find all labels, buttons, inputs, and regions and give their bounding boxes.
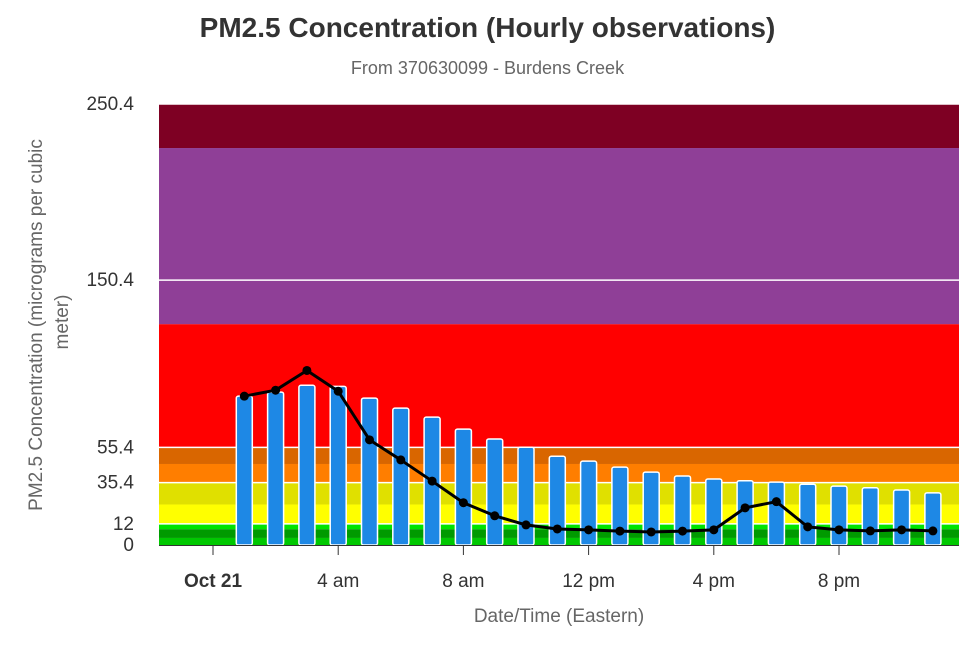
y-tick-label-5: 0 [123,535,134,556]
x-tick-label-3: 12 pm [562,571,615,592]
line-point-9 [490,511,500,521]
bar-18 [767,481,786,546]
y-tick-label-1: 150.4 [86,270,134,291]
aqi-band-8 [159,148,959,325]
line-point-8 [458,498,468,508]
line-point-18 [771,497,781,507]
bar-9 [485,438,504,546]
line-point-7 [427,476,437,486]
bar-1 [235,395,254,546]
line-point-22 [897,525,907,535]
line-point-17 [740,503,750,513]
bar-21 [861,487,880,546]
x-tick-label-0: Oct 21 [184,571,243,592]
line-point-11 [552,524,562,534]
chart-title: PM2.5 Concentration (Hourly observations… [199,12,776,43]
bar-23 [924,492,942,546]
axes: Oct 21 4 am 8 am 12 pm 4 pm 8 pm 250.4 150.4 55.… [86,94,959,592]
bar-5 [360,397,379,546]
x-tick-label-4: 4 pm [693,571,735,592]
line-point-2 [271,385,281,395]
bar-10 [517,446,535,546]
aqi-band-7 [159,324,959,448]
line-point-3 [302,365,312,375]
x-tick-label-2: 8 am [442,571,484,592]
y-tick-label-3: 35.4 [97,473,134,494]
line-series [239,365,938,537]
bar-6 [392,407,410,546]
bar-19 [798,483,817,546]
line-point-5 [365,435,374,445]
line-point-21 [865,526,875,536]
line-point-16 [709,525,719,535]
line-point-4 [333,386,343,396]
bar-8 [454,428,473,546]
y-tick-label-4: 12 [113,514,134,535]
x-tick-label-5: 8 pm [818,571,860,592]
y-axis-title-line-1: PM2.5 Concentration (micrograms per cubi… [26,139,47,511]
line-point-20 [834,525,844,535]
line-point-13 [615,526,625,536]
bar-4 [329,385,347,546]
line-point-15 [678,526,687,536]
chart-subtitle: From 370630099 - Burdens Creek [350,58,625,78]
line-point-12 [584,525,594,535]
aqi-band-9 [159,104,959,149]
line-point-1 [239,391,249,401]
y-tick-label-2: 55.4 [97,437,134,458]
y-tick-label-0: 250.4 [86,94,134,115]
bar-16 [705,478,723,546]
line-point-14 [646,527,656,537]
bar-20 [830,485,848,546]
bar-2 [266,391,285,546]
x-axis-title: Date/Time (Eastern) [474,606,644,627]
line-point-10 [521,520,531,530]
line-point-6 [396,455,406,465]
bar-22 [892,489,911,546]
bar-3 [298,384,316,546]
line-point-19 [803,522,813,532]
x-tick-label-1: 4 am [317,571,359,592]
y-axis-title-line-2: meter) [52,295,73,350]
line-point-23 [928,526,938,536]
